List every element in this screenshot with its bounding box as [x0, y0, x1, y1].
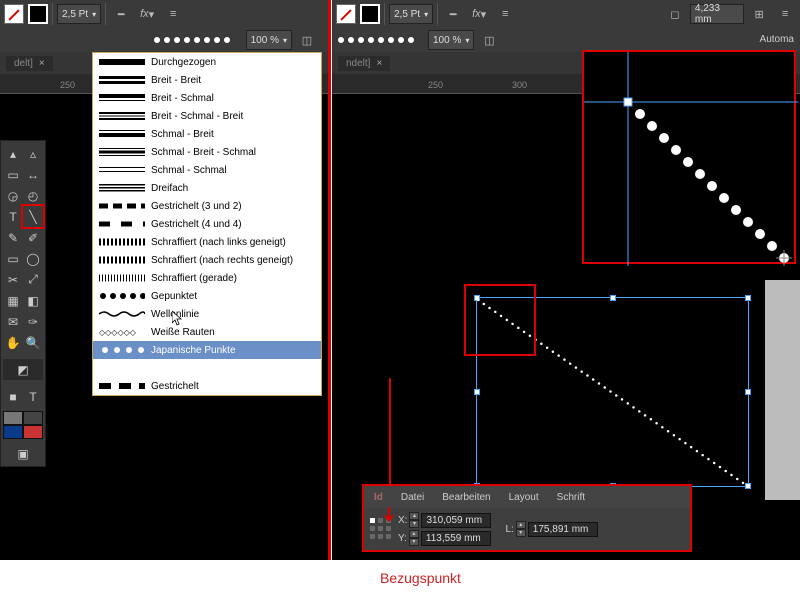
crop-icon[interactable]: ◻	[664, 3, 686, 25]
misc-icon-2[interactable]: ≡	[774, 3, 796, 25]
pen-tool[interactable]: ✎	[3, 227, 23, 248]
transform-tool[interactable]: ⤢	[23, 269, 43, 290]
menu-layout[interactable]: Layout	[509, 492, 539, 503]
opacity-extra-icon-r[interactable]: ◫	[478, 29, 500, 51]
color-btn[interactable]: ■	[3, 386, 23, 407]
hand-tool[interactable]: ✋	[3, 332, 23, 353]
close-tab-icon[interactable]: ×	[39, 58, 45, 69]
fill-stroke-proxy[interactable]: ◩	[3, 359, 43, 380]
note-tool[interactable]: ✉	[3, 311, 23, 332]
gap-tool[interactable]: ↔	[23, 164, 43, 185]
fill-swatch[interactable]	[4, 4, 24, 24]
tools-palette: ▴▵ ▭↔ ◶◴ T╲ ✎✐ ▭◯ ✂⤢ ▦◧ ✉✑ ✋🔍 ◩ ■T ▣	[0, 140, 46, 467]
svg-text:◇◇◇◇◇◇: ◇◇◇◇◇◇	[99, 328, 137, 336]
text-btn[interactable]: T	[23, 386, 43, 407]
opacity-field[interactable]: 100 %▾	[246, 30, 292, 50]
stroke-style-diamonds[interactable]: ◇◇◇◇◇◇Weiße Rauten	[93, 323, 321, 341]
rect-tool[interactable]: ▭	[3, 248, 23, 269]
menu-bearbeiten[interactable]: Bearbeiten	[442, 492, 490, 503]
opacity-extra-icon[interactable]: ◫	[296, 29, 318, 51]
stroke-type-btn-r[interactable]: ━	[442, 3, 464, 25]
doc-tab-right[interactable]: ndelt]×	[338, 56, 390, 71]
pencil-tool[interactable]: ✐	[23, 227, 43, 248]
app-id: Id	[374, 492, 383, 503]
page-edge	[765, 280, 800, 500]
dotted-line	[476, 297, 749, 487]
stroke-style-dash-wide[interactable]: Gestrichelt	[93, 377, 321, 395]
annotation-label: Bezugspunkt	[380, 570, 461, 586]
direct-select-tool[interactable]: ▵	[23, 143, 43, 164]
left-toolbar: 2,5 Pt▾ ━ fx▾ ≡	[0, 0, 328, 28]
ellipse-tool[interactable]: ◯	[23, 248, 43, 269]
stroke-style-dash32[interactable]: Gestrichelt (3 und 2)	[93, 197, 321, 215]
content-tool[interactable]: ◶	[3, 185, 23, 206]
eyedropper-tool[interactable]: ✑	[23, 311, 43, 332]
close-tab-icon-r[interactable]: ×	[376, 58, 382, 69]
stroke-weight-field-r[interactable]: 2,5 Pt▾	[389, 4, 433, 24]
x-field[interactable]: 310,059 mm	[421, 513, 491, 528]
right-extra-toolbar: ◻ 4,233 mm ⊞ ≡	[660, 0, 800, 28]
stroke-weight-field[interactable]: 2,5 Pt▾	[57, 4, 101, 24]
stroke-swatch-r[interactable]	[360, 4, 380, 24]
stroke-style-thin-thick[interactable]: Schmal - Breit	[93, 125, 321, 143]
content-tool2[interactable]: ◴	[23, 185, 43, 206]
stroke-style-triple[interactable]: Dreifach	[93, 179, 321, 197]
stroke-style-solid[interactable]: Durchgezogen	[93, 53, 321, 71]
panel-divider	[328, 0, 331, 560]
screen-mode-btn[interactable]: ▣	[3, 443, 43, 464]
align-btn-r[interactable]: ≡	[494, 3, 516, 25]
zoom-tool[interactable]: 🔍	[23, 332, 43, 353]
page-tool[interactable]: ▭	[3, 164, 23, 185]
selection-tool[interactable]: ▴	[3, 143, 23, 164]
stroke-style-dash44[interactable]: Gestrichelt (4 und 4)	[93, 215, 321, 233]
stroke-style-spacer[interactable]	[93, 359, 321, 377]
fx-btn-r[interactable]: fx▾	[468, 3, 490, 25]
stroke-type-btn[interactable]: ━	[110, 3, 132, 25]
stroke-preview-dots[interactable]	[152, 35, 232, 45]
stroke-style-hatch-s[interactable]: Schraffiert (gerade)	[93, 269, 321, 287]
extra-measure-field[interactable]: 4,233 mm	[690, 4, 744, 24]
line-tool[interactable]: ╲	[23, 206, 43, 227]
ref-arrow	[383, 507, 395, 527]
stroke-style-dropdown[interactable]: DurchgezogenBreit - BreitBreit - SchmalB…	[92, 52, 322, 396]
menu-datei[interactable]: Datei	[401, 492, 424, 503]
opacity-field-r[interactable]: 100 %▾	[428, 30, 474, 50]
type-tool[interactable]: T	[3, 206, 23, 227]
stroke-style-thick-thick[interactable]: Breit - Breit	[93, 71, 321, 89]
stroke-style-hatch-r[interactable]: Schraffiert (nach rechts geneigt)	[93, 251, 321, 269]
fx-btn[interactable]: fx▾	[136, 3, 158, 25]
stroke-style-wave[interactable]: Wellenlinie	[93, 305, 321, 323]
y-field[interactable]: 113,559 mm	[421, 531, 491, 546]
gradient2-tool[interactable]: ◧	[23, 290, 43, 311]
zoom-preview	[582, 50, 796, 264]
stroke-style-thin-thick-thin[interactable]: Schmal - Breit - Schmal	[93, 143, 321, 161]
scissors-tool[interactable]: ✂	[3, 269, 23, 290]
stroke-style-thin-thin[interactable]: Schmal - Schmal	[93, 161, 321, 179]
l-field[interactable]: 175,891 mm	[528, 522, 598, 537]
stroke-preview-dots-r[interactable]	[336, 35, 416, 45]
stroke-style-dots[interactable]: Gepunktet	[93, 287, 321, 305]
right-label[interactable]: Automa	[754, 28, 800, 50]
menu-schrift[interactable]: Schrift	[557, 492, 585, 503]
gradient-tool[interactable]: ▦	[3, 290, 23, 311]
stroke-style-thick-thin-thick[interactable]: Breit - Schmal - Breit	[93, 107, 321, 125]
misc-icon-1[interactable]: ⊞	[748, 3, 770, 25]
annotation-arrow	[389, 378, 391, 486]
align-btn[interactable]: ≡	[162, 3, 184, 25]
fill-swatch-r[interactable]	[336, 4, 356, 24]
stroke-style-jdots[interactable]: Japanische Punkte	[93, 341, 321, 359]
stroke-style-thick-thin[interactable]: Breit - Schmal	[93, 89, 321, 107]
doc-tab-left[interactable]: delt]×	[6, 56, 53, 71]
stroke-style-hatch-l[interactable]: Schraffiert (nach links geneigt)	[93, 233, 321, 251]
swatch-row[interactable]	[3, 411, 45, 439]
stroke-swatch[interactable]	[28, 4, 48, 24]
coord-panel: Id Datei Bearbeiten Layout Schrift X:▴▾3…	[362, 484, 692, 552]
